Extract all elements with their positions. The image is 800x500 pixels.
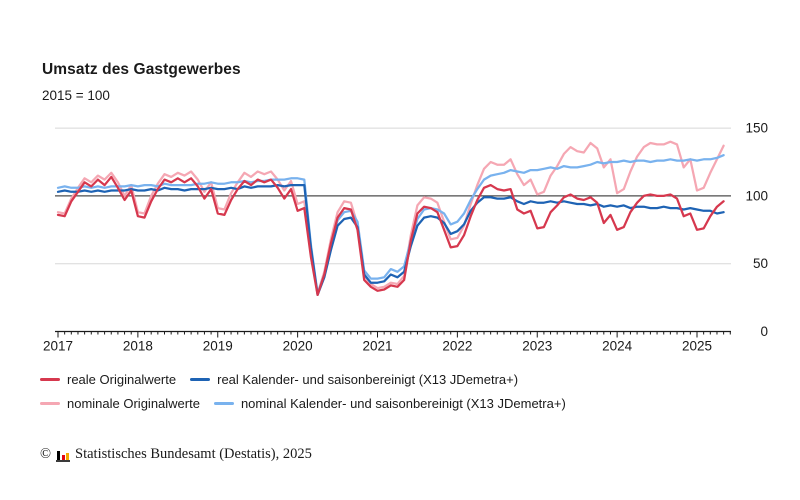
x-axis: 2017 2018 2019 2020 2021 2022 2023 2024 2025 (43, 330, 731, 354)
legend-row: reale Originalwerte real Kalender- und s… (40, 372, 566, 387)
legend-swatch-red-line-icon (40, 378, 60, 381)
legend-item-nominal-saisonbereinigt[interactable]: nominal Kalender- und saisonbereinigt (X… (213, 396, 566, 411)
y-tick-label: 0 (760, 324, 768, 339)
x-tick-label: 2024 (602, 339, 633, 354)
legend-label: reale Originalwerte (67, 372, 177, 387)
y-tick-label: 50 (753, 256, 768, 271)
x-tick-label: 2020 (283, 339, 313, 354)
legend-row: nominale Originalwerte nominal Kalender-… (40, 396, 566, 411)
legend-label: real Kalender- und saisonbereinigt (X13 … (217, 372, 519, 387)
copyright-footer: © Statistisches Bundesamt (Destatis), 20… (40, 446, 312, 463)
x-tick-label: 2022 (442, 339, 472, 354)
logo-bar (66, 452, 70, 460)
y-gridlines (55, 127, 731, 265)
series-line-2 (56, 183, 725, 297)
x-tick-label: 2025 (682, 339, 712, 354)
legend-swatch-darkblue-line-icon (190, 378, 211, 381)
legend-label: nominale Originalwerte (67, 396, 200, 411)
y-axis-labels: 0 50 100 150 (745, 121, 768, 339)
legend-item-reale-originalwerte[interactable]: reale Originalwerte (40, 372, 176, 387)
legend-item-real-saisonbereinigt[interactable]: real Kalender- und saisonbereinigt (X13 … (190, 372, 518, 387)
x-tick-label: 2018 (123, 339, 153, 354)
x-tick-label: 2023 (522, 339, 552, 354)
logo-bar (57, 450, 61, 460)
series-line-0 (56, 175, 725, 297)
x-tick-label: 2017 (43, 339, 73, 354)
chart-title: Umsatz des Gastgewerbes (42, 61, 241, 78)
series-line-3 (56, 154, 725, 295)
series-line-1 (56, 140, 725, 295)
legend-item-nominale-originalwerte[interactable]: nominale Originalwerte (40, 396, 200, 411)
legend-swatch-lightblue-line-icon (213, 402, 234, 405)
chart-subtitle: 2015 = 100 (42, 88, 110, 103)
copyright-symbol: © (40, 446, 52, 462)
copyright-text: Statistisches Bundesamt (Destatis), 2025 (75, 446, 312, 462)
y-tick-label: 100 (745, 188, 768, 203)
x-tick-label: 2021 (362, 339, 392, 354)
legend-label: nominal Kalender- und saisonbereinigt (X… (240, 396, 566, 411)
legend: reale Originalwerte real Kalender- und s… (40, 372, 566, 411)
destatis-bars-icon (56, 448, 71, 462)
y-tick-label: 150 (745, 121, 768, 136)
logo-bar (61, 454, 65, 460)
x-tick-label: 2019 (203, 339, 233, 354)
legend-swatch-pink-line-icon (40, 402, 60, 405)
